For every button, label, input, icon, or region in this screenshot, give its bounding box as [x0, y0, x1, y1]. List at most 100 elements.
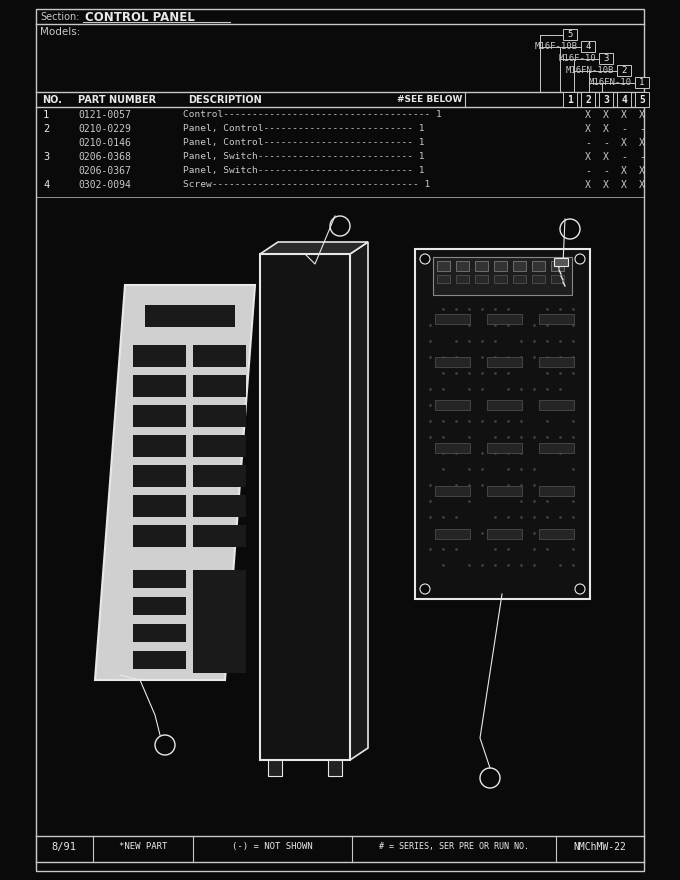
- Text: 3: 3: [43, 152, 49, 162]
- Polygon shape: [193, 525, 246, 547]
- Bar: [539, 529, 574, 539]
- Bar: [415, 249, 590, 599]
- Bar: [487, 314, 522, 324]
- Text: 5: 5: [567, 30, 573, 39]
- Bar: [435, 486, 470, 496]
- Text: *NEW PART: *NEW PART: [119, 842, 167, 851]
- Polygon shape: [193, 435, 246, 457]
- Polygon shape: [193, 405, 246, 427]
- Bar: [617, 65, 631, 76]
- Text: Panel, Control-------------------------- 1: Panel, Control--------------------------…: [183, 124, 424, 133]
- Bar: [539, 486, 574, 496]
- Circle shape: [560, 219, 580, 239]
- Bar: [487, 400, 522, 410]
- Text: -: -: [603, 138, 609, 148]
- Text: DESCRIPTION: DESCRIPTION: [188, 95, 262, 105]
- Polygon shape: [133, 435, 186, 457]
- Text: X: X: [585, 180, 591, 190]
- Bar: [433, 257, 572, 295]
- Text: X: X: [639, 110, 645, 120]
- Text: X: X: [621, 180, 627, 190]
- Bar: [599, 53, 613, 64]
- Bar: [581, 41, 595, 52]
- Text: CONTROL PANEL: CONTROL PANEL: [85, 11, 194, 24]
- Bar: [435, 400, 470, 410]
- Bar: [539, 400, 574, 410]
- Bar: [435, 314, 470, 324]
- Text: 0121-0057: 0121-0057: [78, 110, 131, 120]
- Text: 1: 1: [487, 771, 494, 781]
- Bar: [435, 443, 470, 453]
- Bar: [475, 275, 488, 283]
- Text: 1: 1: [567, 95, 573, 105]
- Polygon shape: [193, 570, 246, 673]
- Bar: [539, 357, 574, 367]
- Text: 5: 5: [639, 95, 645, 105]
- Bar: [456, 261, 469, 271]
- Text: X: X: [585, 124, 591, 134]
- Text: X: X: [621, 110, 627, 120]
- Text: 2: 2: [43, 124, 49, 134]
- Text: M16F-10B: M16F-10B: [535, 42, 578, 51]
- Text: 0210-0229: 0210-0229: [78, 124, 131, 134]
- Bar: [435, 357, 470, 367]
- Text: Control------------------------------------ 1: Control---------------------------------…: [183, 110, 442, 119]
- Text: M16F-10: M16F-10: [558, 54, 596, 63]
- Text: 3: 3: [162, 738, 169, 748]
- Text: 3: 3: [603, 54, 609, 63]
- Text: -: -: [621, 124, 627, 134]
- Text: 2: 2: [622, 66, 627, 75]
- Text: 4: 4: [621, 95, 627, 105]
- Bar: [635, 92, 649, 107]
- Bar: [437, 275, 450, 283]
- Text: M16FN-10B: M16FN-10B: [566, 66, 614, 75]
- Circle shape: [420, 254, 430, 264]
- Text: 1: 1: [639, 78, 645, 87]
- Polygon shape: [133, 597, 186, 615]
- Text: -: -: [639, 152, 645, 162]
- Text: 2: 2: [337, 219, 343, 229]
- Text: Section:: Section:: [40, 12, 80, 22]
- Text: -: -: [621, 152, 627, 162]
- Text: X: X: [621, 166, 627, 176]
- Circle shape: [330, 216, 350, 236]
- Text: #SEE BELOW: #SEE BELOW: [396, 95, 462, 104]
- Text: -: -: [603, 166, 609, 176]
- Bar: [456, 275, 469, 283]
- Text: X: X: [639, 138, 645, 148]
- Text: -: -: [585, 138, 591, 148]
- Circle shape: [575, 254, 585, 264]
- Bar: [494, 275, 507, 283]
- Text: 0206-0368: 0206-0368: [78, 152, 131, 162]
- Bar: [554, 258, 568, 266]
- Text: 2: 2: [585, 95, 591, 105]
- Text: 0210-0146: 0210-0146: [78, 138, 131, 148]
- Bar: [435, 529, 470, 539]
- Polygon shape: [133, 570, 186, 588]
- Polygon shape: [133, 495, 186, 517]
- Text: -: -: [585, 166, 591, 176]
- Text: 0206-0367: 0206-0367: [78, 166, 131, 176]
- Bar: [581, 92, 595, 107]
- Polygon shape: [133, 651, 186, 669]
- Text: 3: 3: [603, 95, 609, 105]
- Polygon shape: [133, 525, 186, 547]
- Bar: [260, 254, 350, 760]
- Text: (-) = NOT SHOWN: (-) = NOT SHOWN: [232, 842, 312, 851]
- Text: 1: 1: [43, 110, 49, 120]
- Bar: [268, 760, 282, 776]
- Text: Panel, Switch--------------------------- 1: Panel, Switch---------------------------…: [183, 166, 424, 175]
- Text: 4: 4: [585, 42, 591, 51]
- Bar: [539, 314, 574, 324]
- Bar: [487, 357, 522, 367]
- Polygon shape: [193, 495, 246, 517]
- Text: NO.: NO.: [42, 95, 62, 105]
- Text: X: X: [639, 180, 645, 190]
- Text: X: X: [603, 152, 609, 162]
- Polygon shape: [133, 405, 186, 427]
- Polygon shape: [95, 285, 255, 680]
- Polygon shape: [193, 375, 246, 397]
- Polygon shape: [193, 465, 246, 487]
- Text: X: X: [585, 110, 591, 120]
- Bar: [599, 92, 613, 107]
